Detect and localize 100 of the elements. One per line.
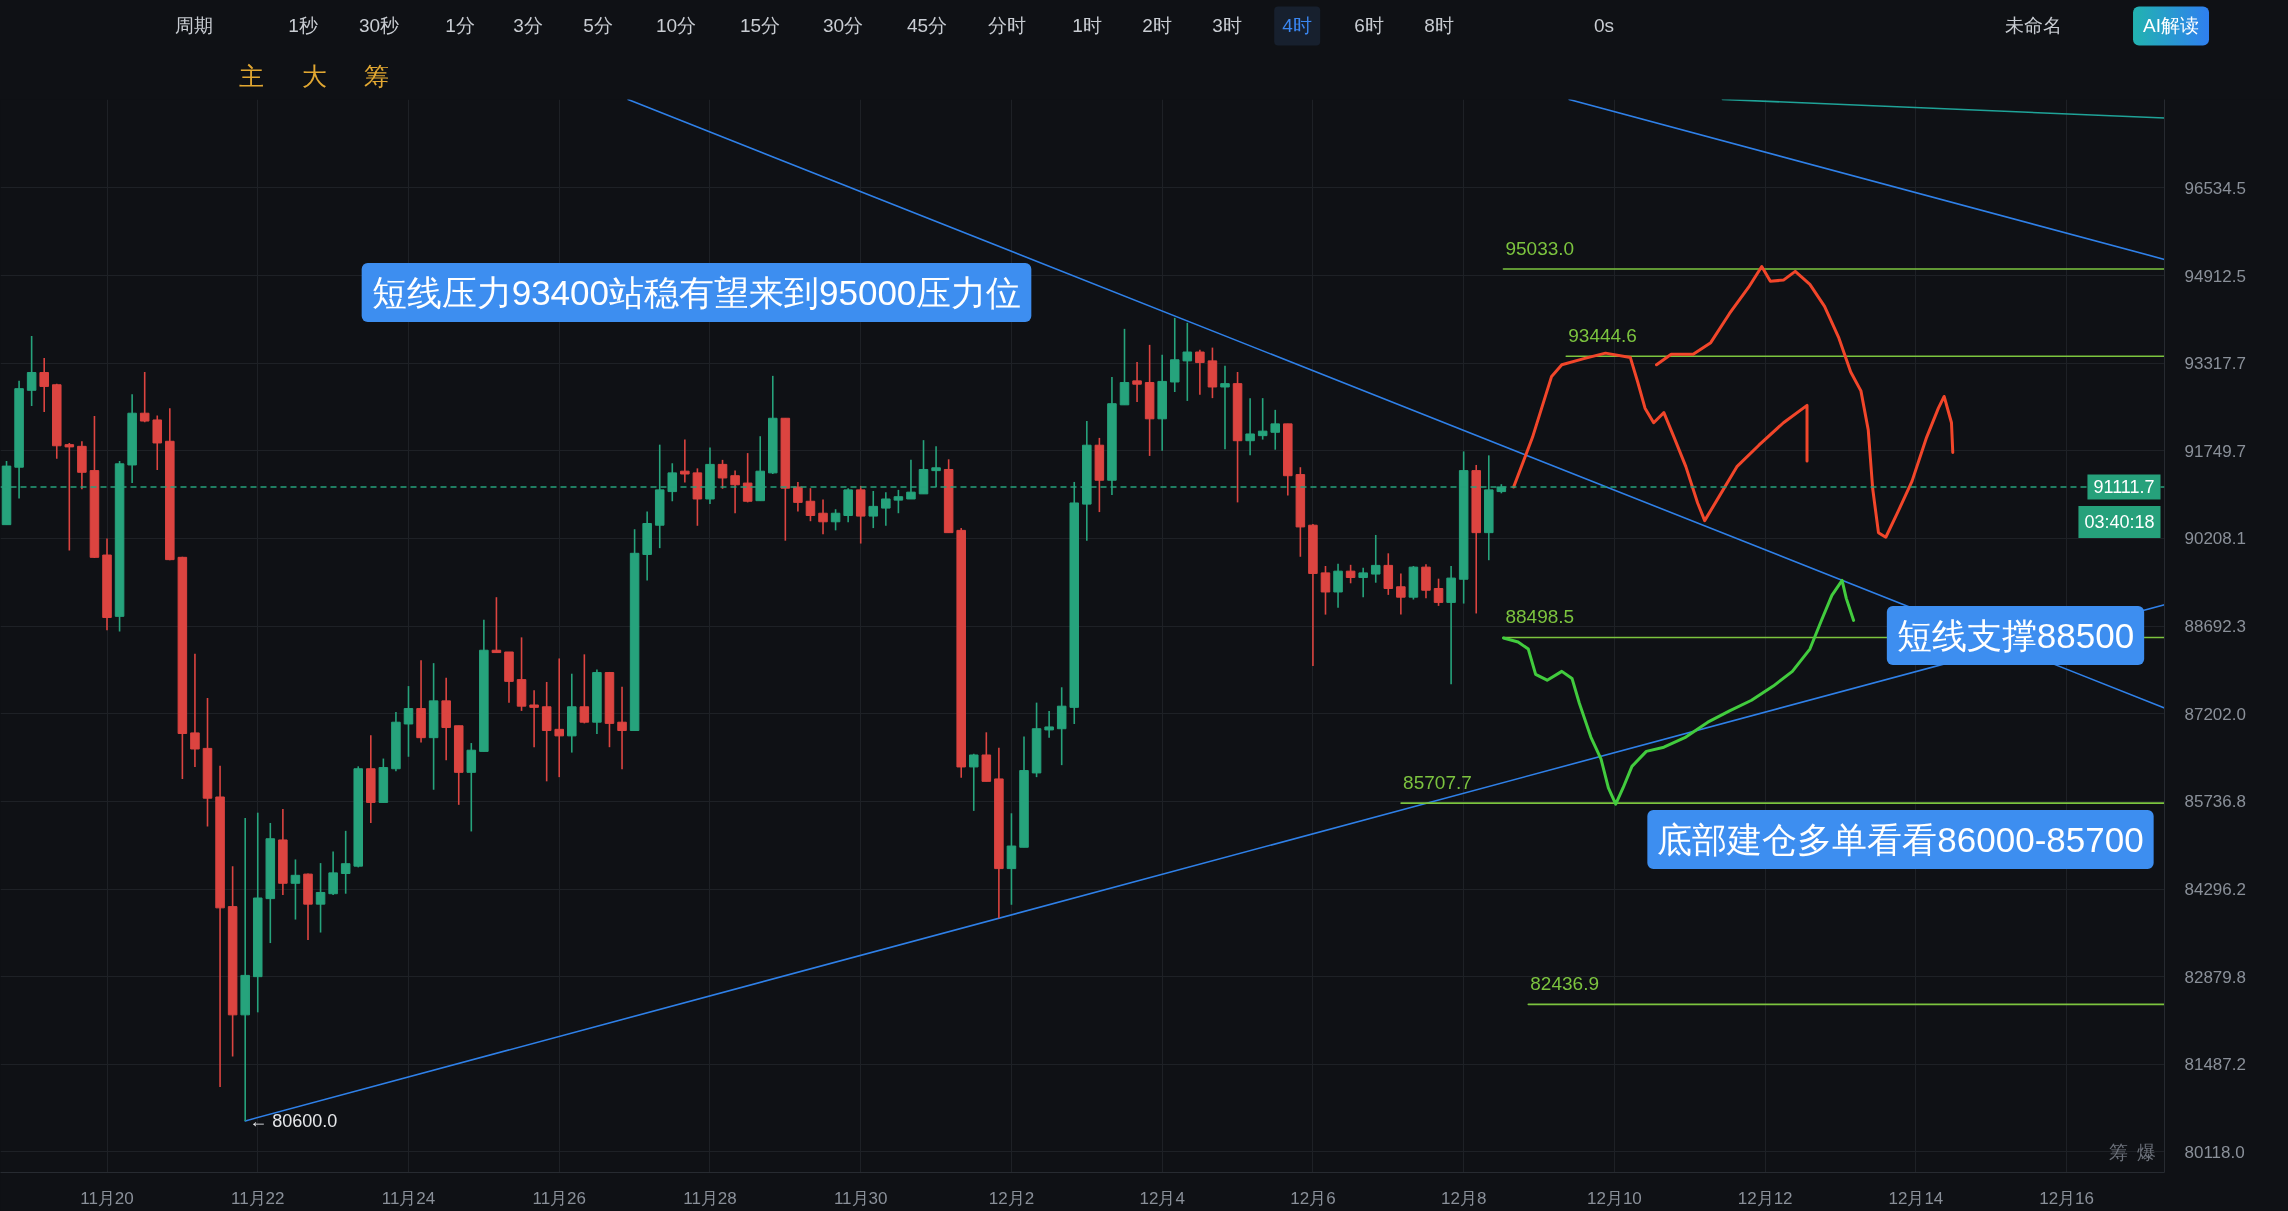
text: 45分 (906, 14, 948, 39)
x-tick-label: 12月10 (1587, 1188, 1642, 1208)
candlestick (805, 487, 816, 523)
y-tick-label: 91749.7 (2184, 441, 2246, 461)
data-label: 95033.0 (1505, 238, 1575, 260)
candlestick (1383, 552, 1394, 596)
candlestick (139, 371, 150, 423)
text: 主 (238, 61, 264, 93)
x-tick-label: 12月4 (1139, 1188, 1185, 1208)
x-tick-label: 11月30 (833, 1188, 888, 1208)
y-tick-label: 96534.5 (2184, 178, 2246, 198)
candlestick (1320, 565, 1331, 616)
text: 1时 (1072, 14, 1102, 39)
x-tick-label: 12月6 (1290, 1188, 1336, 1208)
candlestick (64, 442, 75, 552)
candlestick (1333, 562, 1343, 609)
candlestick (1044, 710, 1054, 739)
data-label: 88498.5 (1505, 606, 1575, 628)
text: 2时 (1142, 14, 1172, 39)
y-tick-label: 87202.0 (2184, 704, 2246, 724)
candlestick (1257, 397, 1268, 441)
annotation: 底部建仓多单看看86000-85700 (1657, 820, 2144, 859)
ref-line-label: 91111.7 (2093, 477, 2155, 498)
text: 未命名 (2004, 14, 2062, 39)
candlestick (1119, 328, 1130, 406)
annotation: 筹 (2109, 1142, 2128, 1163)
candlestick (1195, 349, 1205, 396)
x-tick-label: 11月20 (80, 1188, 134, 1208)
candlestick (868, 490, 879, 529)
candlestick (1132, 361, 1142, 403)
candlestick (1182, 322, 1193, 402)
x-tick-label: 12月16 (2039, 1188, 2095, 1208)
candlestick (529, 689, 539, 748)
annotation: 短线支撑88500 (1896, 616, 2135, 655)
annotation: 爆 (2137, 1142, 2156, 1163)
x-tick-label: 12月2 (988, 1188, 1035, 1208)
x-tick-label: 12月8 (1440, 1188, 1487, 1208)
text: 1分 (445, 14, 475, 39)
y-tick-label: 81487.2 (2184, 1055, 2246, 1075)
candlestick (1358, 566, 1368, 598)
y-tick-label: 85736.8 (2184, 792, 2246, 812)
text: 大 (301, 61, 327, 93)
data-label: 82436.9 (1530, 973, 1599, 995)
candlestick (1433, 577, 1444, 607)
x-tick-label: 11月28 (683, 1188, 737, 1208)
text: 5分 (583, 14, 613, 39)
text: 分时 (988, 14, 1026, 39)
candlestick (1396, 572, 1406, 616)
text: 6时 (1354, 14, 1384, 39)
candlestick (968, 752, 979, 812)
candlestick (893, 489, 904, 515)
candlestick (881, 491, 891, 527)
candlestick (340, 830, 351, 895)
candlestick (403, 685, 414, 758)
text: 8时 (1424, 14, 1454, 39)
candlestick (717, 459, 728, 490)
y-tick-label: 80118.0 (2184, 1142, 2245, 1162)
candlestick (1220, 365, 1230, 450)
candlestick (190, 652, 200, 768)
data-label: 85707.7 (1403, 772, 1472, 794)
candlestick (1169, 317, 1180, 393)
y-tick-label: 93317.7 (2184, 354, 2246, 374)
candlestick (793, 481, 803, 513)
y-tick-label: 82879.8 (2184, 967, 2246, 987)
candlestick (466, 742, 477, 833)
text: 筹 (363, 61, 389, 93)
text: 30分 (822, 14, 864, 39)
candlestick (1345, 564, 1356, 585)
x-tick-label: 12月14 (1888, 1188, 1944, 1208)
candlestick (1245, 397, 1255, 457)
candlestick (830, 508, 841, 532)
text: 4时 (1274, 6, 1320, 46)
text: 0s (1593, 14, 1615, 39)
x-tick-label: 12月12 (1737, 1188, 1793, 1208)
candlestick (818, 498, 828, 536)
annotation: 03:40:18 (2084, 511, 2155, 532)
annotation: 短线压力93400站稳有望来到95000压力位 (371, 273, 1022, 312)
annotation: ← 80600.0 (249, 1110, 338, 1131)
candlestick (1006, 812, 1017, 906)
candlestick (579, 653, 590, 725)
data-label: 93444.6 (1568, 325, 1637, 347)
candlestick (742, 452, 753, 504)
candlestick (290, 858, 301, 921)
x-tick-label: 11月24 (381, 1188, 436, 1208)
candlestick (39, 357, 49, 413)
candlestick (554, 657, 564, 778)
candlestick (541, 681, 552, 783)
candlestick (152, 414, 163, 471)
candlestick (315, 862, 326, 934)
text: 3分 (513, 14, 543, 39)
y-tick-label: 90208.1 (2184, 529, 2246, 549)
y-tick-label: 94912.5 (2184, 266, 2246, 286)
text: 3时 (1212, 14, 1242, 39)
text: AI解读 (2133, 6, 2209, 46)
text: 30秒 (358, 14, 400, 39)
text: 15分 (739, 14, 781, 39)
candlestick (1421, 563, 1431, 600)
candlestick (730, 469, 740, 515)
y-tick-label: 84296.2 (2184, 880, 2246, 900)
candlestick (26, 335, 37, 407)
